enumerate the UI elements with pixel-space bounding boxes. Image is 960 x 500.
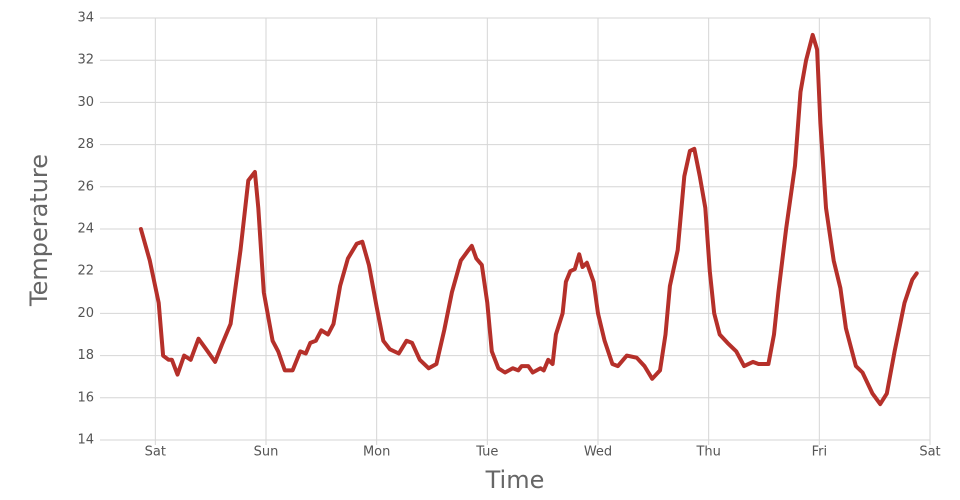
line xyxy=(138,32,919,407)
x-tick-label: Fri xyxy=(812,445,828,460)
x-tick-label: Sat xyxy=(145,445,166,460)
y-tick-label: 14 xyxy=(77,433,94,448)
y-tick-label: 26 xyxy=(77,179,94,194)
y-tick-label: 18 xyxy=(77,348,94,363)
y-tick-label: 22 xyxy=(77,264,94,279)
y-tick-label: 32 xyxy=(77,53,94,68)
y-tick-label: 16 xyxy=(77,390,94,405)
y-tick-label: 20 xyxy=(77,306,94,321)
y-tick-label: 28 xyxy=(77,137,94,152)
x-tick-label: Tue xyxy=(475,445,498,460)
x-tick-label: Thu xyxy=(695,445,720,460)
x-tick-label: Sat xyxy=(919,445,940,460)
y-axis-title: Temperature xyxy=(25,154,53,307)
y-tick-label: 24 xyxy=(77,222,94,237)
y-tick-label: 30 xyxy=(77,95,94,110)
y-tick-label: 34 xyxy=(77,11,94,26)
x-tick-label: Wed xyxy=(584,445,612,460)
x-axis-title: Time xyxy=(485,466,545,494)
x-tick-label: Sun xyxy=(254,445,279,460)
x-tick-label: Mon xyxy=(363,445,390,460)
